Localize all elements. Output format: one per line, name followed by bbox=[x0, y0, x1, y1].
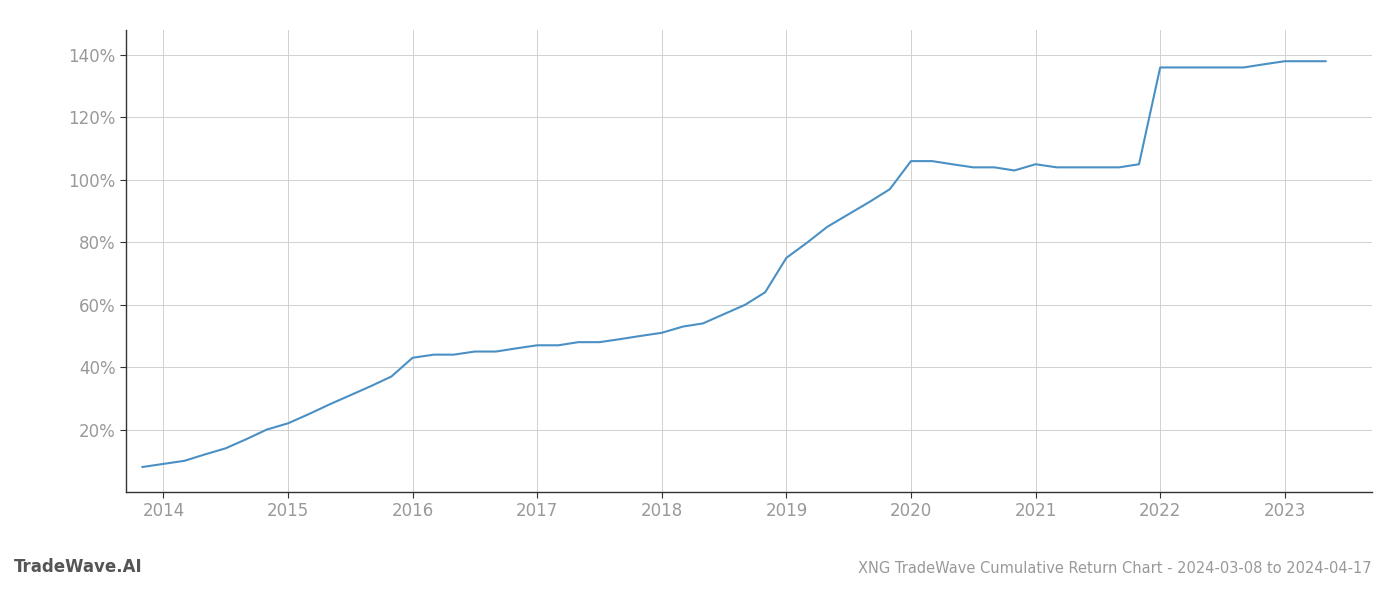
Text: TradeWave.AI: TradeWave.AI bbox=[14, 558, 143, 576]
Text: XNG TradeWave Cumulative Return Chart - 2024-03-08 to 2024-04-17: XNG TradeWave Cumulative Return Chart - … bbox=[858, 561, 1372, 576]
